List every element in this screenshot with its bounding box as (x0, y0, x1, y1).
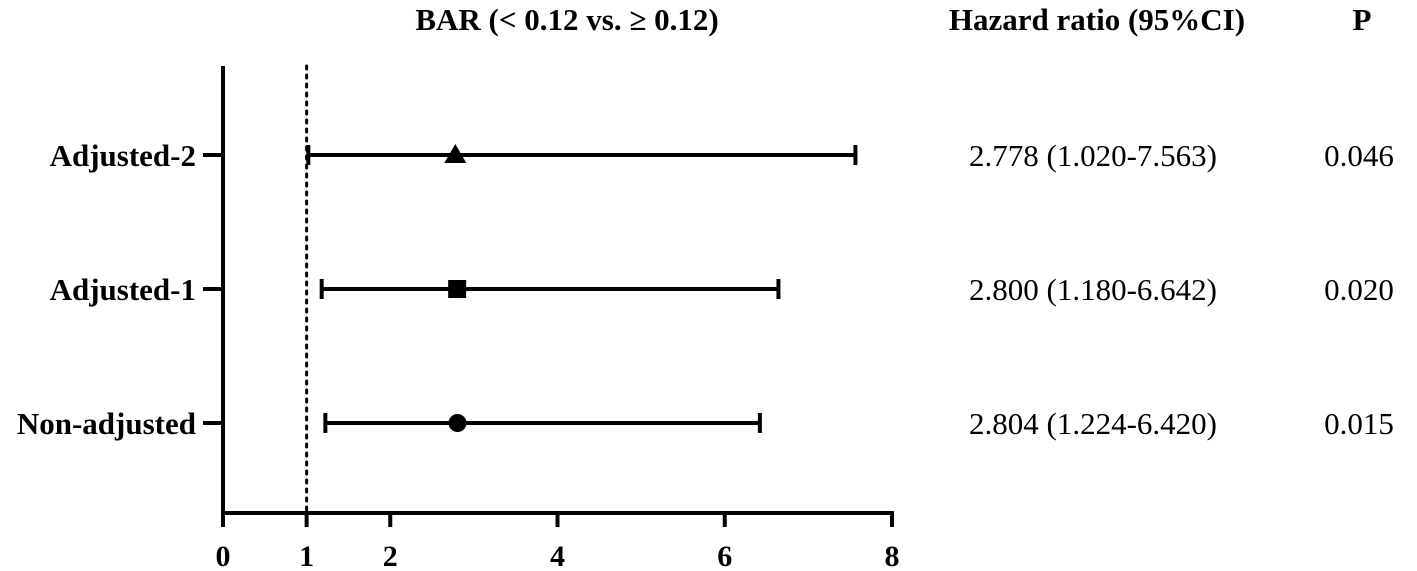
x-tick-label: 2 (383, 540, 398, 571)
x-tick-label: 1 (299, 540, 314, 571)
hr-column-header: Hazard ratio (95%CI) (949, 2, 1245, 37)
x-tick-label: 4 (550, 540, 565, 571)
point-estimate-square (448, 280, 467, 298)
p-value: 0.015 (1324, 406, 1394, 441)
point-estimate-circle (448, 414, 467, 432)
p-value: 0.020 (1324, 272, 1394, 307)
x-tick-label: 6 (717, 540, 732, 571)
point-estimate-triangle (444, 144, 467, 163)
chart-title: BAR (< 0.12 vs. ≥ 0.12) (415, 2, 718, 37)
hr-value: 2.778 (1.020-7.563) (969, 138, 1217, 173)
x-tick-label: 8 (885, 540, 900, 571)
row-label: Adjusted-1 (50, 272, 196, 307)
hr-value: 2.804 (1.224-6.420) (969, 406, 1217, 441)
row-label: Non-adjusted (17, 406, 196, 441)
hr-value: 2.800 (1.180-6.642) (969, 272, 1217, 307)
row-label: Adjusted-2 (50, 138, 196, 173)
p-column-header: P (1353, 2, 1372, 37)
x-tick-label: 0 (216, 540, 231, 571)
p-value: 0.046 (1324, 138, 1394, 173)
